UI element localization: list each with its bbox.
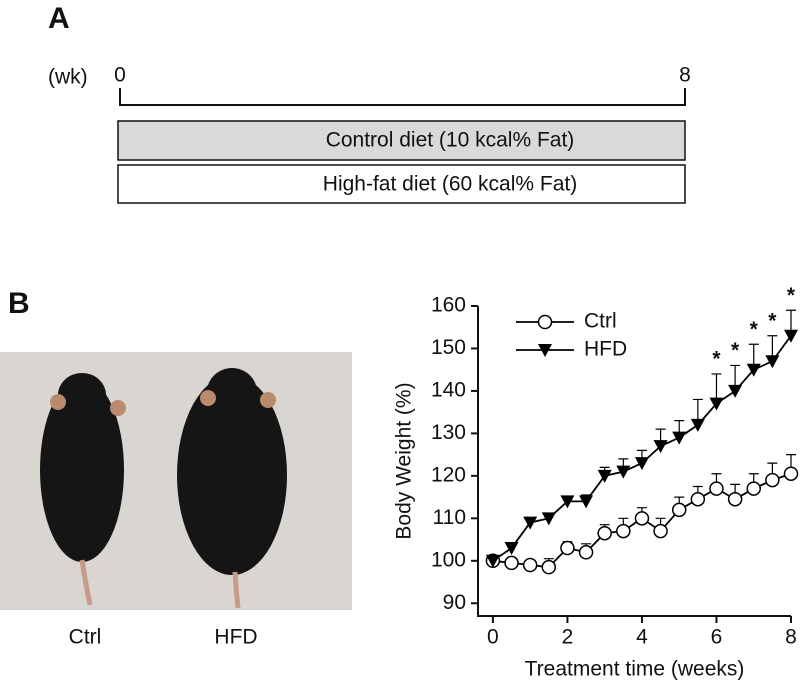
marker [523, 516, 538, 530]
photo-label: HFD [214, 626, 257, 649]
diet-label: Control diet (10 kcal% Fat) [326, 129, 575, 152]
series-line [492, 335, 792, 562]
diet-label: High-fat diet (60 kcal% Fat) [323, 173, 577, 196]
timeline-unit: (wk) [48, 66, 88, 89]
marker [671, 502, 687, 518]
marker [690, 418, 705, 432]
marker [616, 465, 631, 479]
significance: * [750, 318, 759, 341]
timeline [119, 88, 686, 106]
photo [0, 352, 352, 610]
y-tick-label: 160 [431, 294, 466, 317]
y-tick-label: 110 [433, 506, 466, 529]
marker [616, 523, 631, 539]
significance: * [731, 339, 740, 362]
photo-label: Ctrl [69, 626, 102, 649]
marker [541, 512, 556, 526]
x-tick-label: 6 [711, 626, 723, 649]
marker [783, 466, 799, 481]
marker [746, 363, 761, 377]
diet-bar [117, 164, 686, 204]
y-tick-label: 140 [431, 378, 466, 401]
marker [728, 384, 743, 398]
marker [579, 495, 594, 509]
timeline-start: 0 [114, 64, 126, 87]
marker [765, 355, 780, 369]
legend-marker [537, 314, 553, 330]
significance: * [768, 309, 777, 332]
marker [597, 525, 612, 541]
axes [477, 306, 791, 617]
x-tick-label: 4 [636, 626, 648, 649]
timeline-end: 8 [679, 64, 691, 87]
y-tick-label: 120 [431, 463, 466, 486]
x-axis-label: Treatment time (weeks) [525, 658, 745, 681]
marker [634, 511, 650, 526]
marker [485, 554, 500, 568]
y-tick-label: 150 [431, 336, 466, 359]
panel-label: B [8, 287, 30, 320]
marker [578, 545, 594, 560]
legend-label: Ctrl [584, 310, 617, 333]
marker [709, 481, 724, 496]
marker [765, 472, 780, 488]
legend-label: HFD [584, 338, 627, 361]
marker [746, 481, 761, 496]
marker [634, 457, 649, 471]
marker [727, 491, 743, 507]
marker [784, 329, 798, 343]
marker [597, 469, 612, 483]
legend-marker [538, 344, 552, 357]
panel-label: A [48, 2, 70, 35]
x-tick-label: 2 [562, 626, 574, 649]
y-tick-label: 130 [431, 421, 466, 444]
y-tick-label: 100 [431, 548, 466, 571]
x-tick-label: 0 [487, 626, 499, 649]
y-axis-label: Body Weight (%) [393, 382, 416, 539]
marker [541, 559, 557, 575]
marker [690, 491, 706, 507]
marker [709, 397, 724, 411]
marker [504, 542, 519, 556]
marker [560, 540, 575, 556]
marker [560, 495, 575, 509]
significance: * [712, 347, 721, 370]
marker [653, 440, 668, 454]
diet-bar [117, 120, 686, 161]
marker [672, 431, 687, 445]
y-tick-label: 90 [443, 591, 466, 614]
x-tick-label: 8 [785, 626, 797, 649]
significance: * [787, 284, 796, 307]
marker [504, 555, 519, 571]
marker [653, 523, 668, 539]
marker [522, 557, 538, 573]
